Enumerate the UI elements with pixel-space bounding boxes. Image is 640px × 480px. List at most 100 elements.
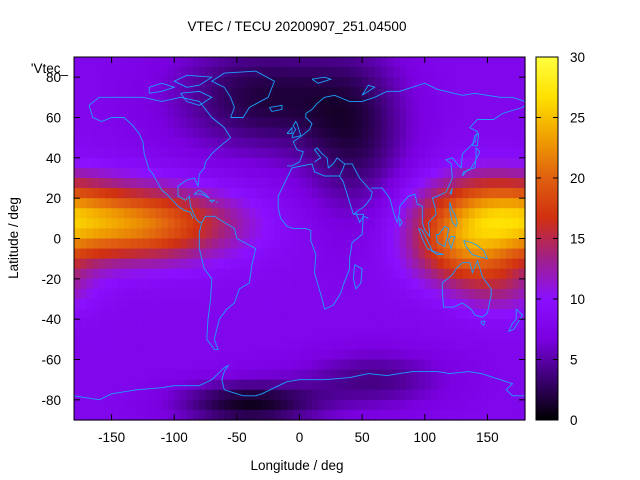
heat-cell	[431, 299, 438, 310]
heat-cell	[180, 238, 188, 250]
heat-cell	[330, 238, 338, 250]
heat-cell	[355, 399, 363, 411]
heat-cell	[462, 188, 470, 199]
heat-cell	[142, 198, 150, 209]
colorbar-tick-label: 10	[570, 292, 585, 307]
heat-cell	[318, 339, 326, 351]
heat-cell	[280, 188, 288, 199]
heat-cell	[412, 278, 420, 290]
heat-cell	[362, 238, 369, 250]
heat-cell	[92, 258, 100, 270]
heat-cell	[493, 258, 501, 270]
heat-cell	[174, 319, 182, 330]
heat-cell	[136, 339, 144, 351]
heat-cell	[393, 188, 401, 199]
heat-cell	[199, 369, 207, 381]
heat-cell	[111, 67, 119, 78]
heat-cell	[399, 379, 407, 391]
heat-cell	[180, 77, 188, 88]
heat-cell	[487, 87, 495, 98]
heat-cell	[418, 299, 426, 310]
heat-cell	[462, 218, 470, 230]
heat-cell	[337, 137, 344, 149]
heat-cell	[337, 67, 344, 78]
heat-cell	[280, 258, 288, 270]
heat-cell	[437, 349, 445, 361]
heat-cell	[117, 299, 125, 310]
heat-cell	[337, 198, 344, 209]
heat-cell	[193, 157, 200, 169]
heat-cell	[124, 278, 131, 290]
heat-cell	[180, 127, 188, 139]
heat-cell	[80, 409, 88, 421]
heat-cell	[167, 288, 175, 300]
heat-cell	[155, 117, 163, 129]
heat-cell	[130, 218, 138, 230]
heat-cell	[255, 268, 263, 280]
heat-cell	[99, 218, 106, 230]
heat-cell	[130, 309, 138, 320]
heat-cell	[211, 137, 219, 149]
y-tick-label: 40	[46, 151, 61, 166]
heat-cell	[268, 319, 276, 330]
heat-cell	[499, 188, 507, 199]
heat-cell	[224, 57, 232, 68]
heat-cell	[499, 309, 507, 320]
heat-cell	[449, 67, 457, 78]
heat-cell	[412, 127, 420, 139]
heat-cell	[293, 299, 301, 310]
heat-cell	[80, 258, 88, 270]
heat-cell	[512, 137, 520, 149]
heat-cell	[493, 117, 501, 129]
heat-cell	[205, 349, 213, 361]
heat-cell	[111, 228, 119, 240]
heat-cell	[274, 97, 282, 109]
heat-cell	[387, 97, 395, 109]
heat-cell	[167, 309, 175, 320]
heat-cell	[374, 299, 382, 310]
heat-cell	[499, 77, 507, 88]
heat-cell	[99, 87, 106, 98]
heat-cell	[387, 299, 395, 310]
heat-cell	[99, 107, 106, 119]
heat-cell	[130, 178, 138, 189]
heat-cell	[330, 228, 338, 240]
heat-cell	[299, 97, 307, 109]
heat-cell	[99, 167, 106, 179]
coastline	[430, 250, 444, 256]
heat-cell	[337, 97, 344, 109]
heat-cell	[362, 167, 369, 179]
heat-cell	[155, 107, 163, 119]
heat-cell	[362, 369, 369, 381]
heat-cell	[362, 399, 369, 411]
heat-cell	[142, 329, 150, 340]
heat-cell	[280, 409, 288, 421]
heat-cell	[293, 167, 301, 179]
heat-cell	[274, 107, 282, 119]
heat-cell	[205, 67, 213, 78]
heat-cell	[268, 349, 276, 361]
heat-cell	[161, 379, 169, 391]
heat-cell	[167, 238, 175, 250]
heat-cell	[249, 87, 257, 98]
heat-cell	[487, 379, 495, 391]
heat-cell	[261, 157, 269, 169]
heat-cell	[86, 309, 94, 320]
heat-cell	[161, 339, 169, 351]
heat-cell	[155, 379, 163, 391]
heat-cell	[362, 309, 369, 320]
heat-cell	[418, 198, 426, 209]
heat-cell	[136, 198, 144, 209]
heat-cell	[186, 389, 194, 401]
heat-cell	[286, 127, 294, 139]
heat-cell	[405, 258, 413, 270]
heat-cell	[318, 288, 326, 300]
heat-cell	[324, 77, 332, 88]
heat-cell	[155, 369, 163, 381]
heat-cell	[142, 299, 150, 310]
heat-cell	[481, 157, 489, 169]
heat-cell	[431, 399, 438, 411]
heat-cell	[193, 208, 200, 219]
heat-cell	[374, 248, 382, 260]
heat-cell	[506, 147, 514, 159]
